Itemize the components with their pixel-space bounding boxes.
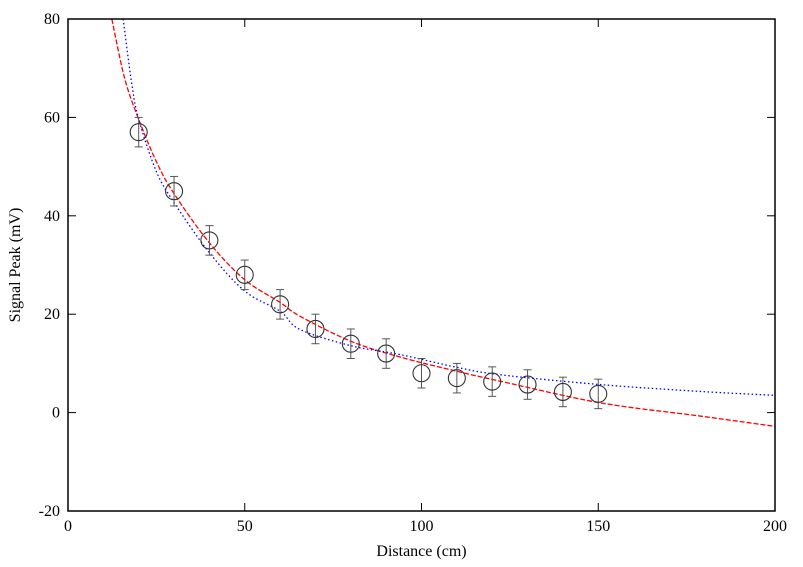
x-tick-label: 150	[586, 518, 610, 535]
point-marker	[483, 372, 502, 391]
y-tick-label: 20	[44, 306, 60, 323]
data-point	[271, 289, 290, 320]
data-point	[589, 378, 608, 410]
point-marker	[200, 231, 219, 250]
point-marker	[271, 295, 290, 314]
point-marker	[235, 265, 254, 284]
fit-curve-red-dashed	[111, 19, 775, 428]
x-tick-label: 50	[237, 518, 253, 535]
y-tick-label: 40	[44, 208, 60, 225]
point-marker	[377, 344, 396, 363]
data-point	[341, 328, 360, 359]
x-axis-label: Distance (cm)	[376, 543, 466, 560]
data-point	[306, 313, 325, 345]
data-point	[447, 362, 466, 394]
data-point	[553, 376, 572, 408]
y-tick-label: 0	[52, 405, 60, 422]
y-tick-label: 80	[44, 11, 60, 28]
point-marker	[165, 182, 184, 201]
point-marker	[553, 382, 572, 401]
fit-curve-blue-dotted	[122, 19, 775, 397]
data-point	[412, 357, 431, 389]
data-point	[165, 175, 184, 207]
plot-frame	[67, 18, 776, 512]
point-marker	[589, 384, 608, 403]
data-point	[200, 225, 219, 256]
point-marker	[447, 369, 466, 388]
point-marker	[129, 123, 148, 142]
x-tick-label: 200	[763, 518, 787, 535]
data-point	[129, 116, 148, 148]
y-tick-label: 60	[44, 109, 60, 126]
y-axis-label: Signal Peak (mV)	[7, 208, 24, 323]
x-tick-label: 0	[64, 518, 72, 535]
fit-curves	[111, 19, 775, 428]
data-point	[235, 259, 254, 291]
data-points	[129, 116, 608, 410]
point-marker	[341, 334, 360, 353]
x-tick-label: 100	[410, 518, 434, 535]
y-tick-label: -20	[39, 503, 60, 520]
data-point	[377, 338, 396, 369]
data-point	[518, 369, 537, 400]
data-point	[483, 366, 502, 397]
point-marker	[306, 319, 325, 339]
point-marker	[518, 375, 537, 394]
point-marker	[412, 364, 431, 383]
